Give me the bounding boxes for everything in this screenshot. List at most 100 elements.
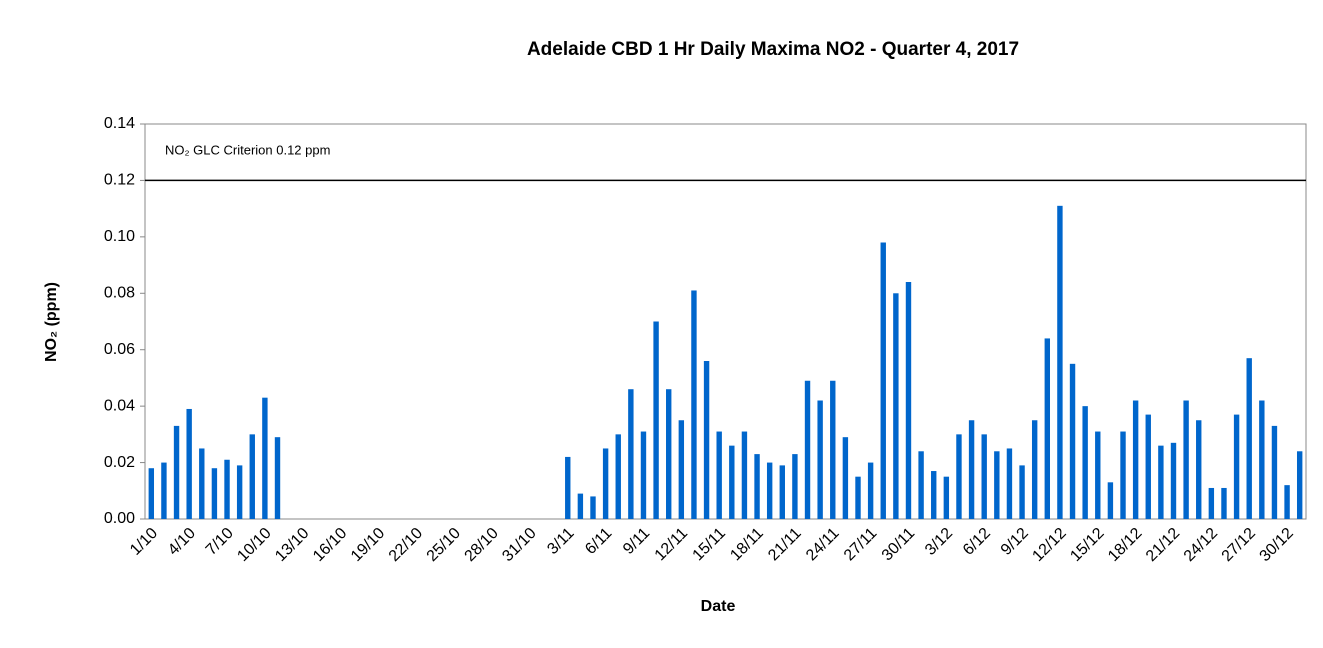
bar <box>931 471 937 519</box>
bar <box>981 434 987 519</box>
bar <box>855 476 861 519</box>
bar <box>918 451 924 519</box>
x-tick-label: 3/12 <box>922 525 956 559</box>
bar <box>1031 420 1038 519</box>
bar <box>1196 420 1202 519</box>
x-tick-label: 22/10 <box>386 525 426 565</box>
x-tick-label: 15/12 <box>1067 525 1107 565</box>
bar <box>224 459 230 519</box>
bar <box>590 496 596 519</box>
bar <box>779 465 785 519</box>
y-tick-label: 0.14 <box>104 115 135 132</box>
bar <box>236 465 243 519</box>
bar <box>1044 338 1050 519</box>
bar <box>1069 363 1076 519</box>
bar <box>148 468 155 519</box>
y-tick-label: 0.06 <box>104 341 135 358</box>
x-tick-label: 12/12 <box>1029 525 1069 565</box>
x-tick-label: 18/11 <box>727 525 767 565</box>
bar <box>1145 414 1151 519</box>
bar <box>1233 414 1240 519</box>
bar <box>1158 445 1164 519</box>
x-axis-title: Date <box>701 598 736 615</box>
bar <box>249 434 255 519</box>
bar <box>173 425 180 519</box>
bar <box>842 437 849 519</box>
x-tick-label: 27/12 <box>1219 525 1259 565</box>
x-tick-label: 16/10 <box>310 525 350 565</box>
bar <box>1082 406 1088 519</box>
bar <box>615 434 621 519</box>
bar <box>1170 442 1177 519</box>
x-tick-label: 28/10 <box>462 525 502 565</box>
x-tick-label: 7/10 <box>203 525 237 559</box>
x-tick-label: 25/10 <box>424 525 464 565</box>
y-tick-label: 0.00 <box>104 510 135 527</box>
bar <box>703 361 710 519</box>
x-tick-label: 6/12 <box>960 525 994 559</box>
bar <box>565 456 571 519</box>
bar <box>741 431 748 519</box>
x-tick-label: 1/10 <box>127 525 161 559</box>
bar <box>199 448 205 519</box>
bar <box>943 476 950 519</box>
x-tick-label: 3/11 <box>544 525 577 558</box>
x-tick-label: 9/11 <box>620 525 653 558</box>
bar <box>1120 431 1126 519</box>
bar <box>1221 487 1227 519</box>
bar <box>867 462 874 519</box>
bar <box>666 389 672 519</box>
y-tick-label: 0.08 <box>104 285 135 302</box>
plot-frame <box>144 123 1307 520</box>
bar <box>262 397 268 519</box>
bar <box>994 451 1000 519</box>
bar <box>186 408 192 519</box>
x-tick-label: 12/11 <box>652 525 692 565</box>
bar <box>640 431 647 519</box>
y-tick-label: 0.12 <box>104 172 135 189</box>
bar <box>804 380 811 519</box>
bar <box>729 445 735 519</box>
bar <box>817 400 823 519</box>
bar <box>754 454 760 519</box>
x-tick-label: 4/10 <box>165 525 199 559</box>
x-tick-label: 13/10 <box>272 525 312 565</box>
bar <box>1183 400 1189 519</box>
bar <box>1271 425 1278 519</box>
y-tick-label: 0.02 <box>104 454 135 471</box>
bar <box>1006 448 1013 519</box>
x-tick-label: 27/11 <box>841 525 881 565</box>
bar <box>1259 400 1265 519</box>
x-tick-label: 6/11 <box>582 525 615 558</box>
reference-label: NO₂ GLC Criterion 0.12 ppm <box>165 142 330 157</box>
x-tick-label: 21/12 <box>1143 525 1183 565</box>
bar <box>830 380 836 519</box>
bar <box>1107 482 1114 519</box>
x-tick-label: 21/11 <box>765 525 805 565</box>
x-tick-label: 30/11 <box>879 525 919 565</box>
bar <box>956 434 962 519</box>
y-tick-label: 0.04 <box>104 397 135 414</box>
bar <box>792 454 798 519</box>
x-tick-label: 30/12 <box>1257 525 1297 565</box>
bar <box>1095 431 1101 519</box>
x-tick-label: 15/11 <box>690 525 730 565</box>
bar <box>577 493 584 519</box>
bar <box>678 420 685 519</box>
bar <box>716 431 722 519</box>
bar <box>1057 205 1063 520</box>
bar <box>968 420 975 519</box>
bar <box>880 242 886 519</box>
bar <box>1296 451 1303 519</box>
x-tick-label: 24/12 <box>1181 525 1221 565</box>
chart-title: Adelaide CBD 1 Hr Daily Maxima NO2 - Qua… <box>527 39 1019 60</box>
bar <box>893 293 899 519</box>
x-tick-label: 31/10 <box>499 525 539 565</box>
y-axis-title: NO₂ (ppm) <box>43 282 60 362</box>
bar <box>1132 400 1139 519</box>
bar <box>1246 358 1252 519</box>
bar <box>1284 485 1290 519</box>
bar <box>211 468 218 519</box>
bar <box>1019 465 1025 519</box>
